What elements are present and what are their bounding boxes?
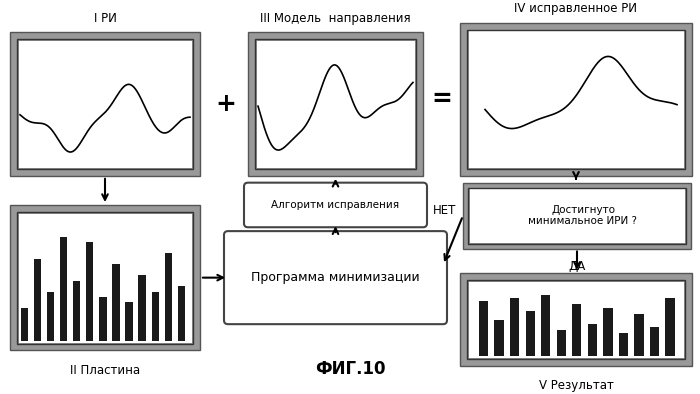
Bar <box>588 324 597 356</box>
Bar <box>468 188 686 244</box>
Text: V Результат: V Результат <box>538 379 613 392</box>
Bar <box>139 275 146 341</box>
Text: IV исправленное РИ: IV исправленное РИ <box>514 2 638 15</box>
Bar <box>60 237 67 341</box>
Bar <box>17 212 193 344</box>
Bar <box>86 242 94 341</box>
Bar <box>467 30 685 169</box>
Bar <box>619 333 628 356</box>
Bar <box>494 320 504 356</box>
Bar <box>18 40 192 168</box>
Text: ФИГ.10: ФИГ.10 <box>315 361 385 379</box>
Bar <box>526 311 535 356</box>
Bar <box>460 273 692 366</box>
Bar <box>460 23 692 176</box>
Bar <box>151 292 159 341</box>
Bar <box>17 39 193 169</box>
Text: II Пластина: II Пластина <box>70 364 140 377</box>
Bar <box>467 280 685 359</box>
Bar <box>178 286 185 341</box>
Bar <box>21 308 28 341</box>
FancyBboxPatch shape <box>244 183 427 227</box>
Bar <box>650 327 659 356</box>
Bar <box>248 32 423 176</box>
Text: НЕТ: НЕТ <box>433 204 456 217</box>
Bar <box>10 32 200 176</box>
Bar <box>603 308 612 356</box>
Bar <box>463 183 691 249</box>
Bar <box>468 30 684 168</box>
Text: Программа минимизации: Программа минимизации <box>251 271 420 284</box>
Bar <box>572 304 582 356</box>
FancyBboxPatch shape <box>224 231 447 324</box>
Bar <box>510 298 519 356</box>
Text: III Модель  направления: III Модель направления <box>260 12 411 25</box>
Bar <box>10 205 200 350</box>
Bar <box>164 253 172 341</box>
Bar <box>112 264 120 341</box>
Bar <box>255 39 416 169</box>
Bar <box>47 292 54 341</box>
Text: ДА: ДА <box>568 260 586 273</box>
Text: +: + <box>216 92 237 116</box>
Bar <box>256 40 415 168</box>
Bar <box>634 314 643 356</box>
Bar <box>469 188 685 243</box>
Bar <box>556 330 566 356</box>
Bar <box>34 259 41 341</box>
Bar <box>541 295 550 356</box>
Bar <box>99 297 106 341</box>
Text: Алгоритм исправления: Алгоритм исправления <box>272 200 400 210</box>
Text: I РИ: I РИ <box>94 12 116 25</box>
Bar <box>125 303 133 341</box>
Text: =: = <box>432 87 452 112</box>
Bar <box>479 301 489 356</box>
Bar <box>18 213 192 342</box>
Bar <box>666 298 675 356</box>
Text: Достигнуто
минимальное ИРИ ?: Достигнуто минимальное ИРИ ? <box>528 205 638 227</box>
Bar <box>73 281 80 341</box>
Bar <box>468 281 684 358</box>
